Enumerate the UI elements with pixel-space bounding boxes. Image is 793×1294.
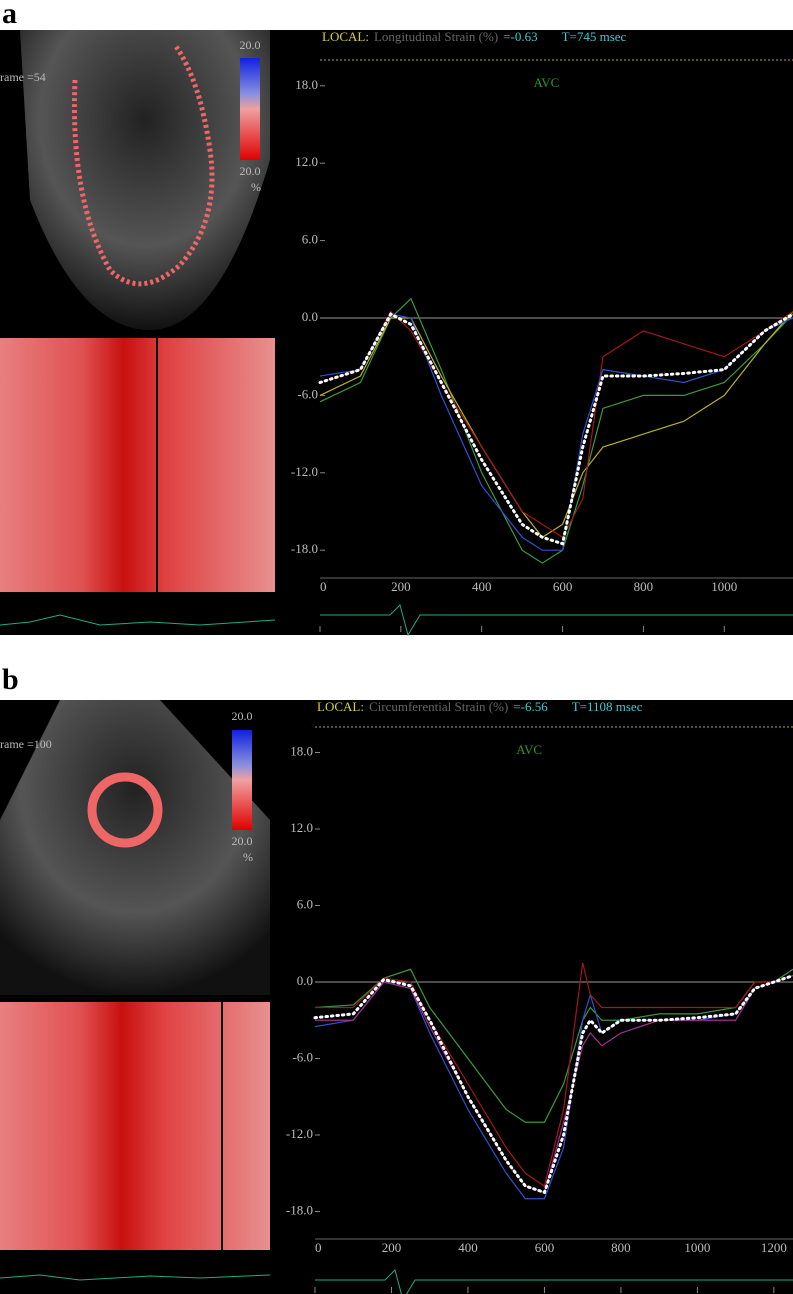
color-scale (232, 730, 252, 830)
x-tick-label: 0 (315, 1240, 322, 1255)
strain-curve (315, 962, 793, 1187)
strain-curve (313, 974, 793, 1195)
title-time: T=745 msec (562, 29, 627, 44)
chart-title: LOCAL: Longitudinal Strain (%) =-0.63 T=745… (322, 29, 627, 44)
y-tick-label: -6.0 (297, 386, 318, 401)
strain-curve (318, 312, 793, 546)
x-tick-label: 600 (535, 1240, 555, 1255)
x-tick-label: 600 (553, 579, 573, 594)
scale-label: 20.0 (240, 164, 261, 178)
y-tick-label: -18.0 (291, 541, 318, 556)
ecg-trace (320, 604, 793, 637)
y-tick-label: 18.0 (295, 77, 318, 92)
title-title: LOCAL: (317, 699, 364, 714)
m-mode-map (0, 1002, 270, 1250)
title-readout: =-6.56 (513, 699, 548, 714)
color-scale (240, 58, 260, 160)
x-tick-label: 200 (391, 579, 411, 594)
annotation: AVC (516, 742, 542, 757)
title-readout: =-0.63 (503, 29, 537, 44)
scale-label: 20.0 (240, 38, 261, 52)
scale-label: 20.0 (232, 709, 253, 723)
echo-image (20, 30, 270, 330)
y-tick-label: 12.0 (295, 154, 318, 169)
strain-curve (319, 297, 793, 564)
title-subtitle: Circumferential Strain (%) (369, 699, 508, 714)
x-tick-label: 800 (611, 1240, 631, 1255)
x-tick-label: 1000 (684, 1240, 710, 1255)
y-tick-label: -18.0 (286, 1202, 313, 1217)
panel-label: b (2, 663, 19, 696)
y-tick-label: -12.0 (286, 1126, 313, 1141)
y-tick-label: -12.0 (291, 464, 318, 479)
frame-label: rame =54 (0, 70, 46, 84)
m-mode-map (0, 338, 275, 592)
y-tick-label: 12.0 (290, 820, 313, 835)
x-tick-label: 800 (634, 579, 654, 594)
y-tick-label: 18.0 (290, 743, 313, 758)
frame-label: rame =100 (0, 737, 52, 751)
ecg-trace (315, 1269, 793, 1294)
ecg-trace (0, 1274, 271, 1281)
scale-label: % (251, 180, 261, 194)
x-tick-label: 0 (320, 579, 327, 594)
y-tick-label: 6.0 (297, 896, 313, 911)
chart-title: LOCAL: Circumferential Strain (%) =-6.56 T=… (317, 699, 643, 714)
x-tick-label: 200 (382, 1240, 402, 1255)
y-tick-label: 0.0 (297, 973, 313, 988)
ecg-trace (0, 614, 276, 626)
panel-label: a (2, 0, 17, 30)
scale-label: 20.0 (232, 834, 253, 848)
title-title: LOCAL: (322, 29, 369, 44)
tracking-contour (87, 772, 163, 848)
strain-curve (319, 310, 793, 539)
x-tick-label: 1200 (761, 1240, 787, 1255)
x-tick-label: 400 (458, 1240, 478, 1255)
title-time: T=1108 msec (572, 699, 643, 714)
title-subtitle: Longitudinal Strain (%) (374, 29, 498, 44)
y-tick-label: -6.0 (292, 1049, 313, 1064)
strain-curve (319, 313, 793, 551)
annotation: AVC (534, 75, 560, 90)
echo-image (0, 700, 270, 995)
x-tick-label: 1000 (711, 579, 737, 594)
strain-curve (314, 968, 793, 1123)
scale-label: % (243, 850, 253, 864)
x-tick-label: 400 (472, 579, 492, 594)
y-tick-label: 6.0 (302, 232, 318, 247)
y-tick-label: 0.0 (302, 309, 318, 324)
